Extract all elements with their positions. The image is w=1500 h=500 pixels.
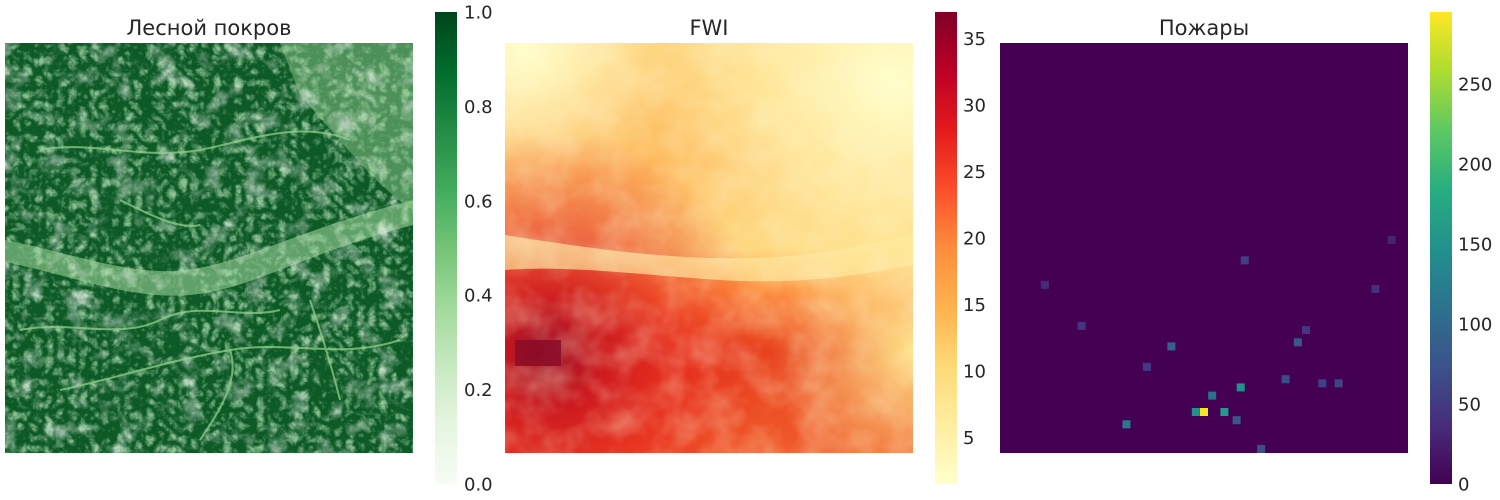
colorbar-tick-label: 25 bbox=[963, 162, 986, 183]
fire-hotspot bbox=[1293, 338, 1302, 347]
fwi-panel: FWI 5 10 15 20 25 30 35 bbox=[505, 12, 986, 484]
colorbar-tick-label: 0.2 bbox=[464, 380, 493, 401]
colorbar-tick-label: 20 bbox=[963, 229, 986, 250]
colorbar-tick-label: 200 bbox=[1458, 155, 1492, 176]
fire-hotspot bbox=[1371, 285, 1380, 293]
colorbar-tick-label: 5 bbox=[963, 428, 974, 449]
colorbar-tick-label: 0.6 bbox=[464, 191, 493, 212]
fires-panel: Пожары 0 50 100 150 200 250 bbox=[1000, 12, 1492, 496]
fire-hotspot bbox=[1318, 379, 1327, 388]
colorbar-tick-label: 0.8 bbox=[464, 97, 493, 118]
fwi-title: FWI bbox=[689, 16, 728, 40]
colorbar-tick-label: 30 bbox=[963, 96, 986, 117]
colorbar-tick-label: 0.0 bbox=[464, 475, 493, 496]
fire-hotspot bbox=[1208, 391, 1217, 400]
fire-hotspot bbox=[1236, 383, 1245, 392]
fires-heatmap bbox=[1000, 43, 1408, 453]
colorbar-tick-label: 1.0 bbox=[464, 3, 493, 24]
colorbar-tick-label: 100 bbox=[1458, 315, 1492, 336]
colorbar-tick-label: 0.4 bbox=[464, 286, 493, 307]
fwi-heatmap bbox=[505, 43, 913, 453]
colorbar-tick-label: 10 bbox=[963, 361, 986, 382]
fire-hotspot bbox=[1334, 379, 1343, 388]
colorbar-tick-label: 150 bbox=[1458, 235, 1492, 256]
fires-colorbar-ticks: 0 50 100 150 200 250 bbox=[1458, 75, 1492, 496]
forest-cover-title: Лесной покров bbox=[127, 16, 292, 40]
forest-cover-colorbar bbox=[435, 12, 457, 484]
colorbar-tick-label: 15 bbox=[963, 295, 986, 316]
fire-hotspot bbox=[1220, 408, 1229, 416]
colorbar-tick-label: 50 bbox=[1458, 395, 1481, 416]
fire-hotspot bbox=[1122, 420, 1131, 429]
forest-cover-panel: Лесной покров 0.0 0.2 0.4 0.6 0.8 1.0 bbox=[5, 3, 493, 496]
fire-hotspot bbox=[1167, 342, 1176, 351]
fire-hotspot bbox=[1281, 375, 1290, 384]
fire-hotspot bbox=[1240, 256, 1249, 265]
colorbar-tick-label: 35 bbox=[963, 29, 986, 50]
fire-hotspot bbox=[1142, 362, 1151, 371]
fire-hotspot bbox=[1191, 408, 1200, 416]
fire-hotspot bbox=[1387, 235, 1396, 244]
fire-hotspot bbox=[1232, 416, 1241, 425]
fire-hotspot bbox=[1200, 408, 1208, 416]
fire-hotspot bbox=[1257, 444, 1266, 453]
forest-cover-colorbar-ticks: 0.0 0.2 0.4 0.6 0.8 1.0 bbox=[464, 3, 493, 496]
fire-hotspot bbox=[1077, 321, 1086, 330]
forest-cover-heatmap bbox=[5, 43, 413, 453]
fire-hotspot bbox=[1040, 280, 1049, 289]
fires-title: Пожары bbox=[1159, 16, 1249, 40]
fwi-colorbar bbox=[935, 12, 957, 484]
fire-hotspot bbox=[1302, 326, 1310, 334]
colorbar-tick-label: 250 bbox=[1458, 75, 1492, 96]
colorbar-tick-label: 0 bbox=[1458, 475, 1469, 496]
fires-colorbar bbox=[1430, 12, 1452, 484]
fwi-colorbar-ticks: 5 10 15 20 25 30 35 bbox=[963, 29, 986, 449]
